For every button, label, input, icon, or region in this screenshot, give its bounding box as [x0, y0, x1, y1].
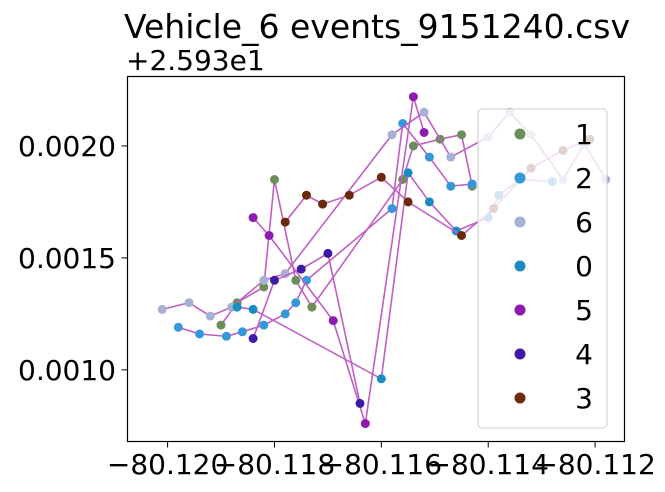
chart-title: Vehicle_6 events_9151240.csv [124, 7, 630, 46]
legend-label: 1 [575, 118, 593, 151]
x-tick-label: −80.120 [107, 448, 228, 481]
data-point [424, 152, 434, 162]
data-point [419, 128, 429, 137]
x-axis: −80.120−80.118−80.116−80.114−80.112 [107, 441, 656, 481]
data-point [355, 398, 365, 408]
data-point [446, 181, 456, 191]
data-point [387, 130, 397, 140]
series-4 [248, 248, 365, 408]
data-point [387, 204, 397, 214]
data-point [323, 248, 333, 258]
data-point [173, 322, 183, 332]
legend-label: 5 [575, 294, 593, 327]
legend-marker [514, 128, 526, 140]
x-tick-label: −80.116 [321, 448, 442, 481]
data-point [408, 141, 418, 151]
data-point [270, 175, 279, 184]
series-2 [173, 119, 477, 341]
data-point [280, 309, 290, 319]
data-point [408, 92, 418, 102]
data-point [248, 213, 258, 223]
data-point [291, 275, 301, 285]
data-point [376, 374, 386, 384]
data-point [328, 316, 338, 326]
data-point [419, 107, 429, 117]
legend-label: 2 [575, 162, 593, 195]
legend-marker [514, 172, 526, 184]
axes-frame [126, 75, 626, 443]
y-axis: 0.0010 0.0015 0.0020 [18, 130, 128, 387]
data-point [205, 311, 215, 321]
data-point [344, 190, 354, 200]
legend-label: 4 [575, 338, 593, 371]
x-tick-label: −80.118 [214, 448, 335, 481]
data-point [264, 231, 274, 240]
data-point [360, 419, 370, 429]
data-point [307, 302, 317, 312]
data-point [296, 264, 306, 274]
legend-marker [514, 216, 526, 228]
data-point [302, 190, 311, 200]
data-point [280, 269, 290, 279]
x-tick-label: −80.114 [428, 448, 549, 481]
data-point [291, 298, 301, 308]
series-1 [216, 130, 477, 330]
data-point [195, 329, 205, 339]
data-point [232, 302, 242, 312]
x-tick-label: −80.112 [534, 448, 655, 481]
data-point [216, 320, 226, 330]
data-point [280, 217, 290, 227]
data-point [259, 320, 269, 330]
data-point [467, 179, 477, 189]
legend-label: 0 [575, 250, 593, 283]
legend-box [477, 108, 608, 429]
series-line [252, 96, 425, 424]
legend-marker [514, 348, 526, 360]
y-offset-label: +2.593e1 [126, 44, 265, 77]
data-point [157, 304, 167, 314]
data-point [446, 152, 456, 162]
legend-marker [514, 304, 526, 316]
data-point [248, 304, 258, 314]
data-point [270, 275, 279, 285]
data-point [237, 327, 247, 337]
series-5 [248, 92, 429, 429]
y-tick-label: 0.0010 [18, 354, 116, 387]
data-point [403, 168, 413, 178]
legend-marker [514, 392, 526, 404]
y-tick-label: 0.0020 [18, 130, 116, 163]
data-point [457, 130, 466, 140]
y-tick-label: 0.0015 [18, 242, 116, 275]
data-point [376, 172, 386, 182]
data-point [259, 275, 269, 285]
data-point [259, 282, 269, 292]
data-point [221, 331, 231, 341]
legend-label: 3 [575, 382, 593, 415]
data-point [318, 199, 328, 209]
data-point [184, 298, 194, 308]
data-point [424, 197, 434, 207]
data-point [457, 231, 466, 240]
data-point [403, 197, 413, 207]
legend-marker [514, 260, 526, 272]
legend-label: 6 [575, 206, 593, 239]
data-point [248, 334, 258, 343]
